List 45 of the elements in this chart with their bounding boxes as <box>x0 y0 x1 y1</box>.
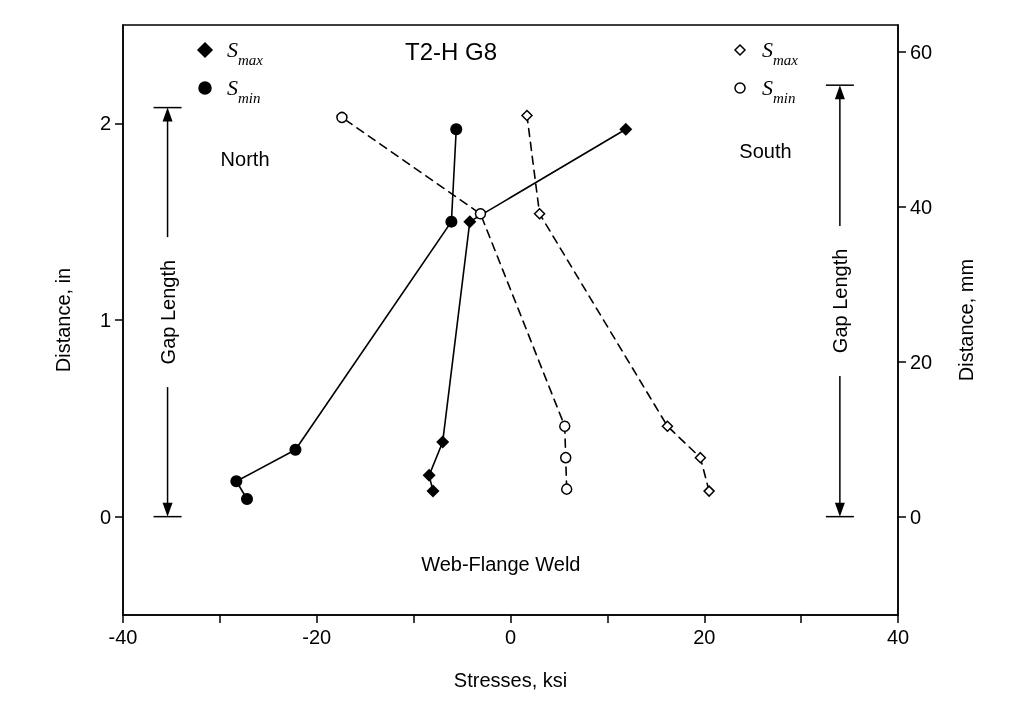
x-tick-label: 20 <box>693 626 716 648</box>
y2-tick-label: 0 <box>910 505 922 528</box>
legend-label: S$_{min}$ <box>762 75 796 106</box>
y-tick-label: 2 <box>99 112 111 135</box>
point <box>559 451 572 464</box>
point <box>474 208 487 220</box>
annotation: Gap Length <box>828 248 851 354</box>
point <box>450 123 463 136</box>
annotation: North <box>220 147 270 170</box>
point <box>661 420 674 432</box>
x-tick-label: -40 <box>108 626 138 648</box>
legend-label: S$_{min}$ <box>227 75 261 106</box>
point <box>426 484 440 498</box>
legend-label: S$_{max}$ <box>762 37 799 68</box>
point <box>533 208 546 220</box>
point <box>436 435 450 449</box>
x-tick-label: -20 <box>302 626 332 648</box>
x-tick-label: 0 <box>504 626 517 648</box>
x-axis-title: Stresses, ksi <box>453 669 568 691</box>
y-tick-label: 1 <box>99 309 111 331</box>
y-axis-title: Distance, in <box>52 267 74 373</box>
point <box>703 485 715 497</box>
y2-tick-label: 20 <box>910 350 933 373</box>
point <box>521 109 533 122</box>
point <box>241 492 253 505</box>
point <box>559 420 571 432</box>
point <box>463 215 477 229</box>
point <box>422 468 436 482</box>
y-tick-label: 0 <box>99 505 111 528</box>
point <box>289 443 302 456</box>
point <box>560 483 573 495</box>
x-tick-label: 40 <box>886 626 910 648</box>
text: T2-H G8 <box>405 37 498 65</box>
point <box>336 111 348 124</box>
point <box>445 215 458 228</box>
y2-tick-label: 60 <box>910 41 933 64</box>
point <box>619 122 633 136</box>
point <box>694 451 707 464</box>
annotation: Gap Length <box>156 259 179 365</box>
y2-axis-title: Distance, mm <box>955 258 977 382</box>
y2-tick-label: 40 <box>910 195 933 218</box>
annotation: Web-Flange Weld <box>421 552 581 575</box>
point <box>230 475 243 488</box>
annotation: South <box>739 139 792 162</box>
legend-label: S$_{max}$ <box>227 37 264 68</box>
